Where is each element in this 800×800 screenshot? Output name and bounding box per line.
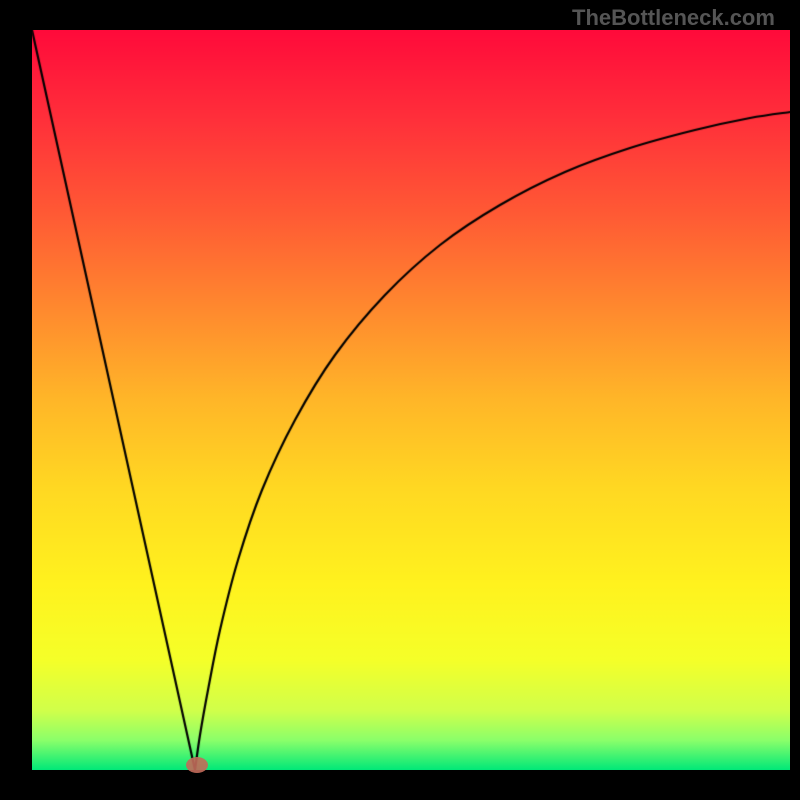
attribution-text: TheBottleneck.com — [572, 5, 775, 31]
optimal-point-marker — [186, 757, 208, 773]
bottleneck-curve — [0, 0, 800, 800]
